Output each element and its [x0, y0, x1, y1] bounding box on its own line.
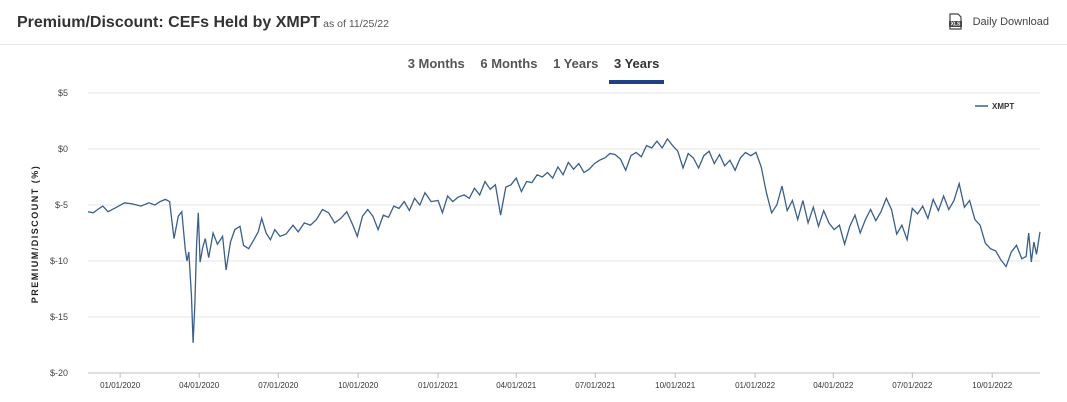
- x-tick-label: 10/01/2022: [972, 381, 1013, 390]
- x-tick-label: 01/01/2022: [735, 381, 776, 390]
- x-tick-label: 10/01/2021: [655, 381, 696, 390]
- y-tick-label: $-10: [50, 256, 68, 266]
- chart-title: Premium/Discount: CEFs Held by XMPT as of…: [17, 14, 389, 32]
- time-range-tabs: 3 Months 6 Months 1 Years 3 Years: [0, 56, 1067, 84]
- x-tick-label: 04/01/2021: [496, 381, 537, 390]
- tab-1-years[interactable]: 1 Years: [553, 56, 599, 71]
- y-tick-label: $0: [58, 144, 68, 154]
- x-tick-label: 04/01/2022: [813, 381, 854, 390]
- x-tick-label: 07/01/2022: [892, 381, 933, 390]
- series-line-xmpt: [87, 137, 1041, 343]
- chart-gridlines: [88, 92, 1040, 374]
- x-tick-label: 07/01/2021: [575, 381, 616, 390]
- chart-legend: XMPT: [975, 102, 1014, 111]
- chart-header: Premium/Discount: CEFs Held by XMPT as of…: [0, 0, 1067, 45]
- xls-file-icon: XLS: [948, 13, 962, 30]
- x-tick-label: 10/01/2020: [338, 381, 379, 390]
- x-tick-label: 01/01/2020: [100, 381, 141, 390]
- daily-download-button[interactable]: XLS Daily Download: [948, 13, 1049, 30]
- y-axis-label: PREMIUM/DISCOUNT (%): [30, 165, 40, 304]
- tab-3-months[interactable]: 3 Months: [407, 56, 465, 71]
- y-tick-label: $-5: [55, 200, 68, 210]
- premium-discount-chart: $5 $0 $-5 $-10 $-15 $-20 01/01/2020 04/01/2020…: [30, 88, 1041, 390]
- x-axis-ticks: 01/01/2020 04/01/2020 07/01/2020 10/01/2020…: [100, 373, 1013, 390]
- y-tick-label: $-20: [50, 368, 68, 378]
- y-axis-ticks: $5 $0 $-5 $-10 $-15 $-20: [50, 88, 68, 378]
- legend-label-xmpt: XMPT: [992, 102, 1014, 111]
- x-tick-label: 04/01/2020: [179, 381, 220, 390]
- daily-download-label: Daily Download: [972, 15, 1049, 28]
- y-tick-label: $-15: [50, 312, 68, 322]
- chart-title-text: Premium/Discount: CEFs Held by XMPT: [17, 14, 321, 31]
- as-of-date: as of 11/25/22: [323, 18, 389, 30]
- tab-6-months[interactable]: 6 Months: [480, 56, 538, 71]
- tab-3-years[interactable]: 3 Years: [609, 56, 665, 84]
- x-tick-label: 01/01/2021: [418, 381, 459, 390]
- y-tick-label: $5: [58, 88, 68, 98]
- svg-text:XLS: XLS: [950, 22, 960, 28]
- x-tick-label: 07/01/2020: [258, 381, 299, 390]
